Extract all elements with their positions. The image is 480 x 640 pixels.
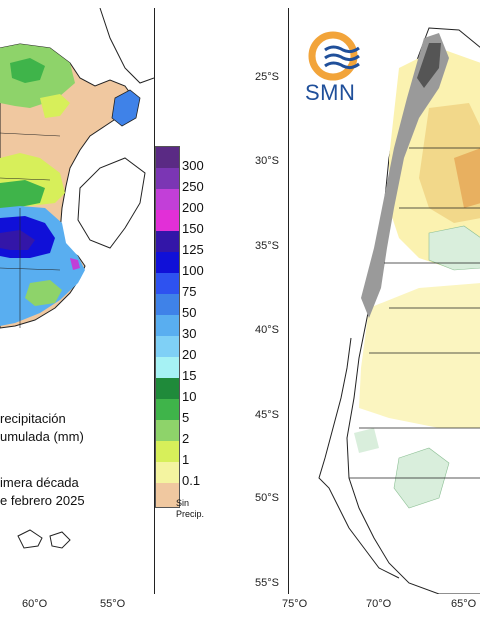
sin-precip-label-line2: Precip. [176,509,205,519]
andes-relief-dark [417,43,441,88]
left-map-canvas [0,8,154,549]
legend-title-line2: umulada (mm) [0,429,84,444]
scale-label: 5 [182,410,190,425]
scale-label: 10 [182,389,197,404]
scale-swatch-sin-precip [156,483,179,507]
scale-swatch [156,189,179,210]
smn-logo-text: SMN [305,80,356,105]
scale-swatch [156,231,179,252]
scale-label: 125 [182,242,204,257]
scale-swatch [156,420,179,441]
right-y-tick-55: 55°S [255,577,279,589]
scale-swatch [156,336,179,357]
scale-swatch [156,168,179,189]
right-y-tick-40: 40°S [255,324,279,336]
right-anomaly-map: SMN [288,8,480,594]
right-y-tick-35: 35°S [255,240,279,252]
scale-label: 30 [182,326,197,341]
malvinas-islands [17,529,71,549]
scale-label: 0.1 [182,473,201,488]
left-precipitation-map: recipitación umulada (mm) imera década e… [0,8,155,594]
precip-zone-max [0,230,35,250]
uruguay-outline [77,157,146,249]
precip-zone-coast-max [70,258,80,270]
scale-swatch [156,441,179,462]
scale-label: 200 [182,200,204,215]
right-y-tick-50: 50°S [255,492,279,504]
scale-swatch [156,462,179,483]
period-line2: e febrero 2025 [0,493,85,508]
smn-logo-waves [324,45,360,70]
period-line1: imera década [0,475,79,490]
right-x-tick-65: 65°O [451,598,477,610]
scale-label: 2 [182,431,190,446]
scale-swatch [156,399,179,420]
right-x-tick-75: 75°O [282,598,308,610]
precip-zone-north-core [10,58,45,83]
scale-swatch [156,294,179,315]
chile-coastline [318,337,400,579]
scale-swatch [156,315,179,336]
scale-label: 100 [182,263,204,278]
scale-label: 75 [182,284,197,299]
anomaly-zone-yellow-central [359,283,480,428]
scale-label: 15 [182,368,197,383]
legend-title-line1: recipitación [0,411,66,426]
left-x-tick-55: 55°O [100,598,126,610]
brazil-precip-patch [111,89,141,127]
scale-swatch [156,378,179,399]
right-x-tick-70: 70°O [366,598,392,610]
scale-label: 250 [182,179,204,194]
anomaly-zone-orange-core [454,148,480,208]
province-lines [0,132,61,328]
scale-swatch [156,357,179,378]
scale-swatch [156,147,179,168]
border-line [99,8,154,84]
anomaly-zone-green-c [354,428,379,453]
precip-color-scale [155,146,180,508]
right-map-canvas [308,27,480,594]
sin-precip-label-line1: Sin [176,498,190,508]
anomaly-zone-green-a [428,225,480,271]
scale-label: 1 [182,452,190,467]
precip-zone-south-green [25,280,62,306]
scale-label: 20 [182,347,197,362]
left-x-tick-60: 60°O [22,598,48,610]
smn-logo-circle [308,31,358,81]
scale-swatch [156,252,179,273]
right-y-tick-30: 30°S [255,155,279,167]
scale-swatch [156,273,179,294]
province-lines [349,147,480,479]
andes-relief [361,33,449,318]
right-y-tick-45: 45°S [255,409,279,421]
scale-label: 50 [182,305,197,320]
precip-zone-central-green [0,180,45,208]
right-y-tick-25: 25°S [255,71,279,83]
precip-zone-yellow [40,94,70,118]
scale-label: 300 [182,158,204,173]
scale-label: 150 [182,221,204,236]
scale-swatch [156,210,179,231]
